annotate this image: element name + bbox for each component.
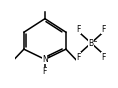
Text: F: F (102, 53, 106, 62)
Text: F: F (76, 25, 81, 34)
Text: F: F (43, 67, 47, 76)
Text: N: N (42, 55, 48, 64)
Text: F: F (76, 53, 81, 62)
Text: −: − (92, 38, 97, 43)
Text: B: B (88, 39, 94, 48)
Text: F: F (102, 25, 106, 34)
Text: +: + (46, 54, 51, 59)
